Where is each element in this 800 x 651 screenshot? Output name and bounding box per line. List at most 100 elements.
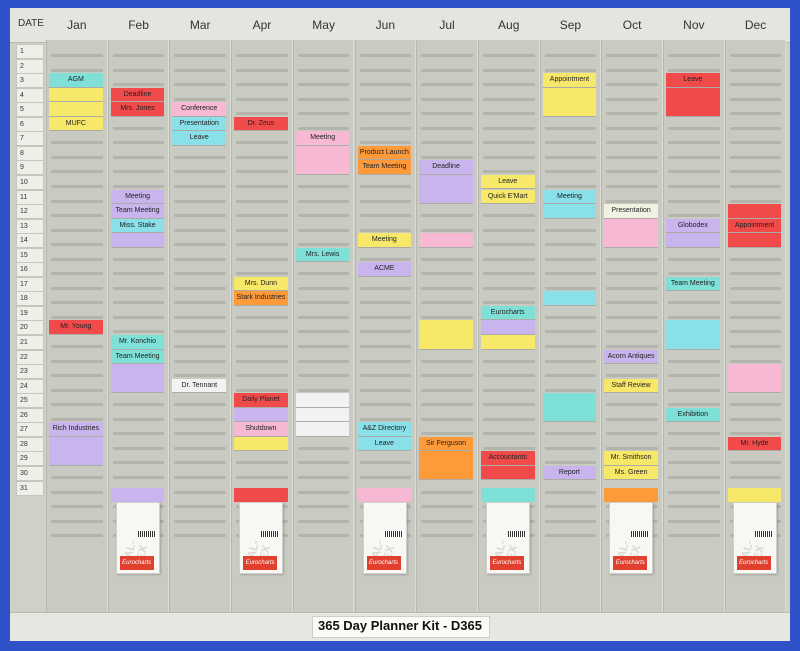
t-card-pack[interactable]: VAL-REX Eurocharts [609,502,654,574]
t-card[interactable]: Stark Industries [234,291,288,305]
blank-t-card[interactable] [110,233,165,247]
t-card[interactable]: Conference [172,102,227,116]
t-card[interactable]: Staff Review [604,378,658,393]
t-card[interactable]: Quick E'Mart [480,189,535,204]
t-card[interactable]: Leave [172,131,227,145]
t-card[interactable]: Leave [666,73,720,87]
t-card[interactable]: Deadline [419,160,473,174]
blank-t-card[interactable] [727,233,782,247]
t-card[interactable]: Meeting [542,189,597,204]
card-pack-top-card[interactable] [604,488,658,502]
t-card-pack[interactable]: VAL-REX Eurocharts [362,502,407,574]
card-pack-top-card[interactable] [727,488,782,502]
blank-t-card[interactable] [480,335,535,349]
blank-t-card[interactable] [234,436,288,451]
blank-t-card[interactable] [419,174,473,204]
card-pack-top-card[interactable] [110,488,165,502]
t-card[interactable]: Report [542,465,597,480]
blank-t-card[interactable] [234,407,288,422]
t-card[interactable]: Eurocharts [480,305,535,320]
t-card[interactable]: Accountants [480,451,535,465]
blank-t-card[interactable] [542,87,597,116]
t-card[interactable]: Globodex [666,218,720,233]
t-card[interactable]: Appointment [727,218,782,233]
t-card-pack[interactable]: VAL-REX Eurocharts [732,502,777,574]
blank-t-card[interactable] [110,364,165,393]
t-card[interactable]: MUFC [49,116,103,131]
t-card[interactable]: Exhibition [666,407,720,422]
card-slot [606,170,658,174]
t-card[interactable]: Product Launch [357,145,412,160]
t-card[interactable]: Meeting [110,189,165,204]
t-card[interactable]: Team Meeting [110,349,165,364]
t-card[interactable]: Presentation [172,116,227,131]
blank-t-card[interactable] [666,233,720,247]
blank-t-card[interactable] [727,364,782,393]
card-slot [236,257,288,261]
t-card[interactable]: Ms. Green [604,465,658,480]
card-slot [297,519,350,523]
blank-t-card[interactable] [49,436,103,465]
blank-t-card[interactable] [604,218,658,247]
t-card[interactable]: Mr. Konchio [110,335,165,349]
t-card[interactable]: Mrs. Lewis [295,247,350,262]
card-slot [482,446,535,450]
t-card[interactable]: AGM [49,73,103,87]
card-pack-top-card[interactable] [234,488,288,502]
t-card[interactable]: A&Z Directory [357,422,412,436]
t-card[interactable]: Team Meeting [666,276,720,291]
card-slot [421,505,473,509]
card-slot [297,315,350,319]
t-card[interactable]: Meeting [295,131,350,145]
blank-t-card[interactable] [49,102,103,116]
t-card[interactable]: Mr. Smithson [604,451,658,465]
card-pack-top-card[interactable] [357,488,412,502]
t-card-pack[interactable]: VAL-REX Eurocharts [485,502,530,574]
blank-t-card[interactable] [542,291,597,305]
t-card[interactable]: Daily Planet [234,393,288,407]
date-index-13: 13 [16,218,44,234]
card-slot [729,286,782,290]
card-slot [174,54,227,57]
card-slot [112,461,165,465]
blank-t-card[interactable] [666,87,720,116]
t-card[interactable]: Dr. Tennant [172,378,227,393]
blank-t-card[interactable] [727,204,782,218]
t-card[interactable]: Leave [357,436,412,451]
t-card[interactable]: Acorn Antiques [604,349,658,364]
t-card[interactable]: Mr. Hyde [727,436,782,451]
blank-t-card[interactable] [542,204,597,218]
t-card[interactable]: Miss. Stake [110,218,165,233]
blank-t-card[interactable] [295,145,350,174]
blank-t-card[interactable] [542,393,597,422]
blank-t-card[interactable] [295,422,350,436]
t-card[interactable]: Mr. Young [49,320,103,334]
t-card[interactable]: Team Meeting [110,204,165,218]
t-card-pack[interactable]: VAL-REX Eurocharts [115,502,160,574]
t-card[interactable]: Mrs. Jones [110,102,165,116]
blank-t-card[interactable] [295,407,350,422]
t-card[interactable]: Dr. Zeus [234,116,288,131]
t-card[interactable]: ACME [357,262,412,276]
t-card[interactable]: Rich Industries [49,422,103,436]
t-card[interactable]: Team Meeting [357,160,412,174]
t-card[interactable]: Meeting [357,233,412,247]
blank-t-card[interactable] [295,393,350,407]
t-card-pack[interactable]: VAL-REX Eurocharts [239,502,284,574]
blank-t-card[interactable] [480,320,535,334]
t-card[interactable]: Shutdown [234,422,288,436]
t-card[interactable]: Deadline [110,87,165,102]
t-card[interactable]: Sir Ferguson [419,436,473,451]
blank-t-card[interactable] [419,451,473,480]
t-card[interactable]: Leave [480,174,535,189]
blank-t-card[interactable] [666,320,720,349]
t-card[interactable]: Presentation [604,204,658,218]
card-slot [174,228,227,232]
blank-t-card[interactable] [480,465,535,480]
t-card[interactable]: Mrs. Dunn [234,276,288,291]
t-card[interactable]: Appointment [542,73,597,87]
blank-t-card[interactable] [49,87,103,102]
card-pack-top-card[interactable] [480,488,535,502]
blank-t-card[interactable] [419,233,473,247]
blank-t-card[interactable] [419,320,473,349]
